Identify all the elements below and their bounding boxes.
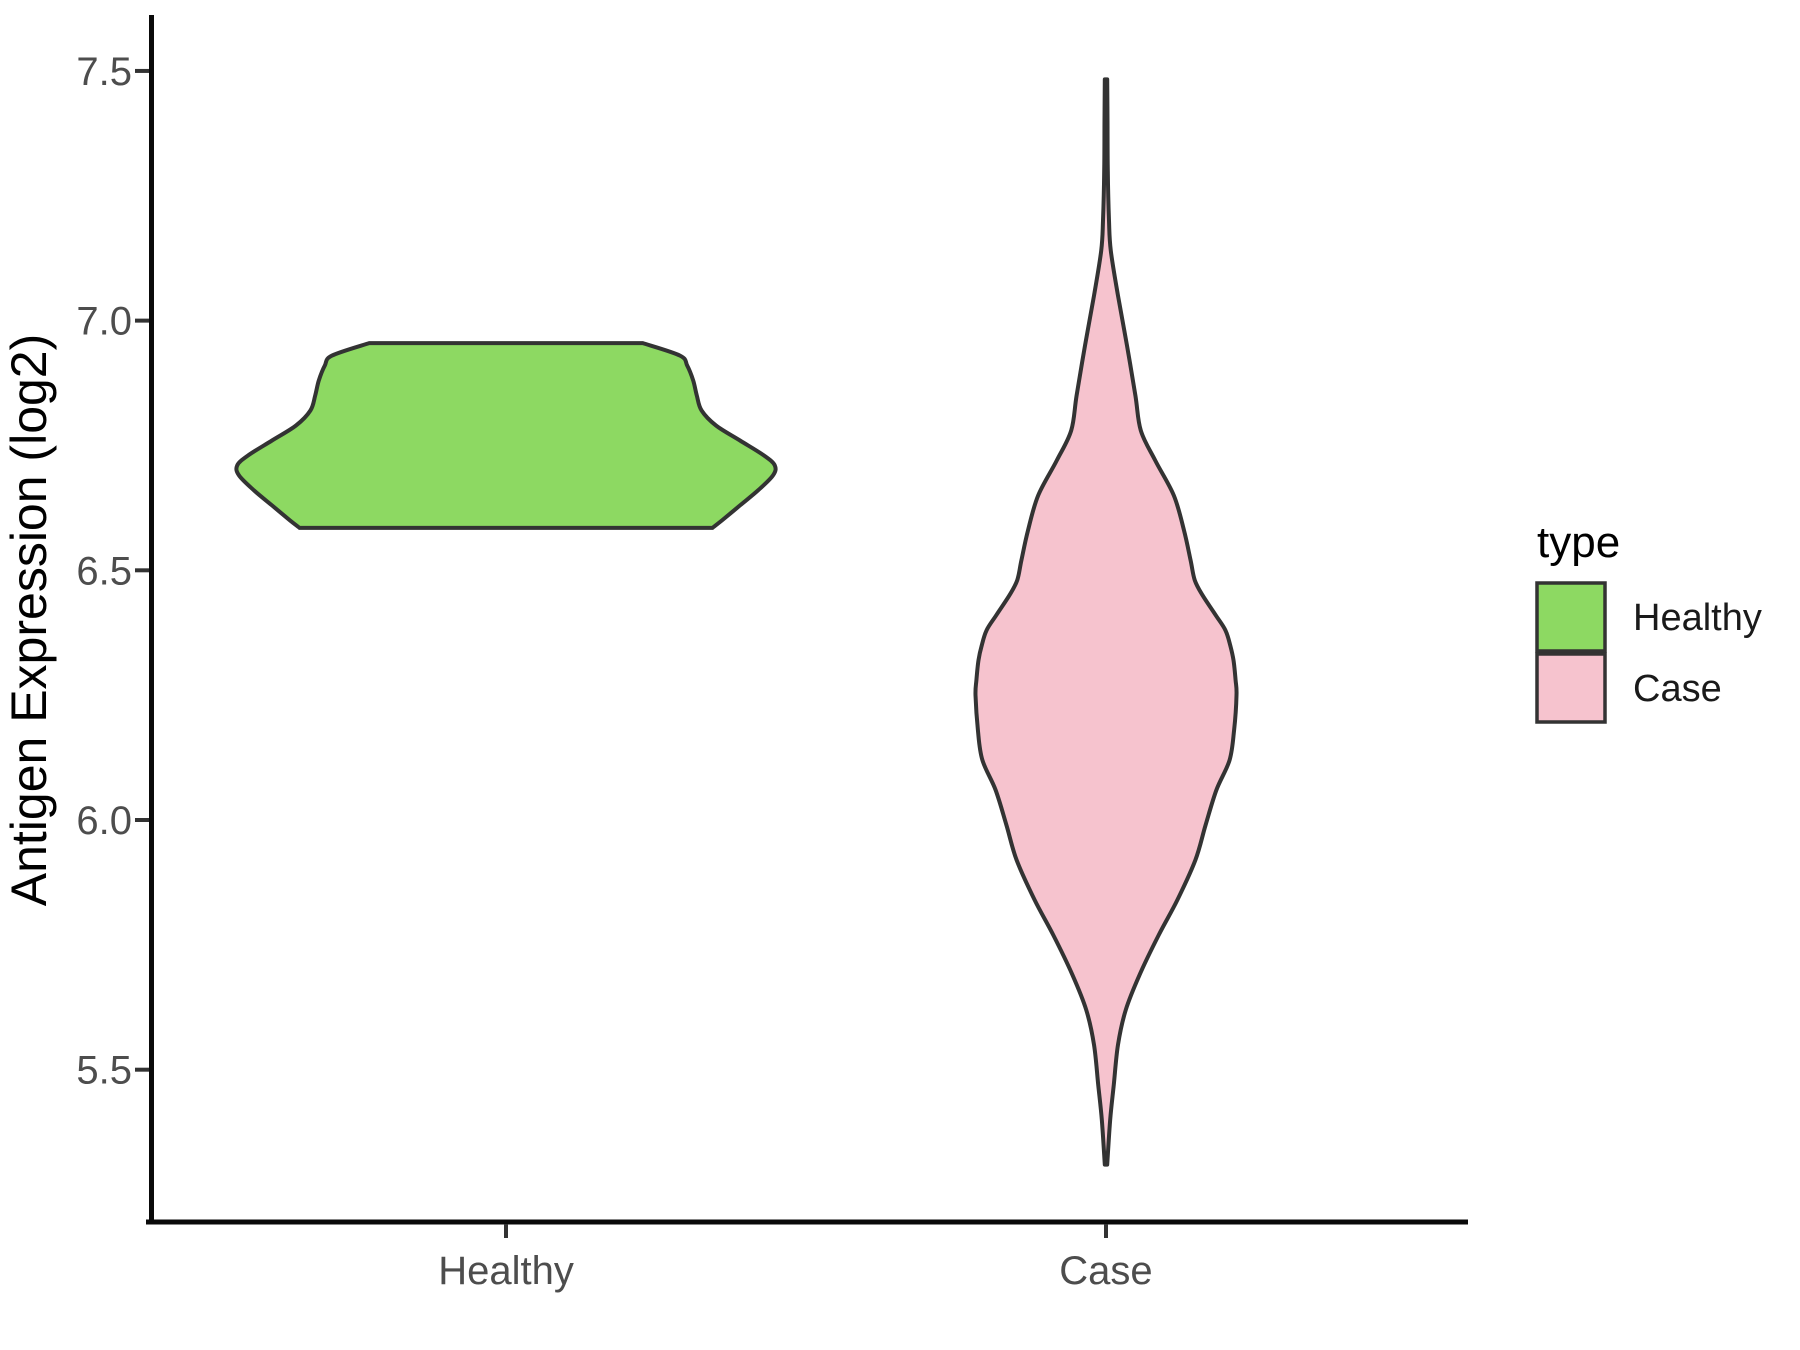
violin-case <box>973 77 1239 1167</box>
x-ticks <box>504 1224 1108 1238</box>
y-axis-title: Antigen Expression (log2) <box>1 334 57 907</box>
legend-label-healthy: Healthy <box>1633 597 1762 639</box>
legend: type Healthy Case <box>1535 518 1762 724</box>
x-tick-label: Healthy <box>438 1249 574 1293</box>
y-tick-labels: 7.5 7.0 6.5 6.0 5.5 <box>76 50 132 1093</box>
legend-title: type <box>1537 518 1620 567</box>
y-tick-label: 7.0 <box>76 300 132 344</box>
legend-label-case: Case <box>1633 668 1722 710</box>
y-tick-label: 6.5 <box>76 549 132 593</box>
x-axis: Healthy Case <box>146 1219 1468 1293</box>
violin-healthy <box>234 341 778 530</box>
legend-swatch-case <box>1535 652 1607 724</box>
y-tick-label: 7.5 <box>76 50 132 94</box>
violins <box>234 77 1239 1167</box>
x-tick-labels: Healthy Case <box>438 1249 1153 1293</box>
y-ticks <box>135 68 149 1072</box>
y-tick-label: 5.5 <box>76 1049 132 1093</box>
x-tick-label: Case <box>1059 1249 1152 1293</box>
legend-swatch-healthy <box>1535 581 1607 653</box>
y-tick-label: 6.0 <box>76 799 132 843</box>
y-axis: 7.5 7.0 6.5 6.0 5.5 <box>76 15 154 1225</box>
